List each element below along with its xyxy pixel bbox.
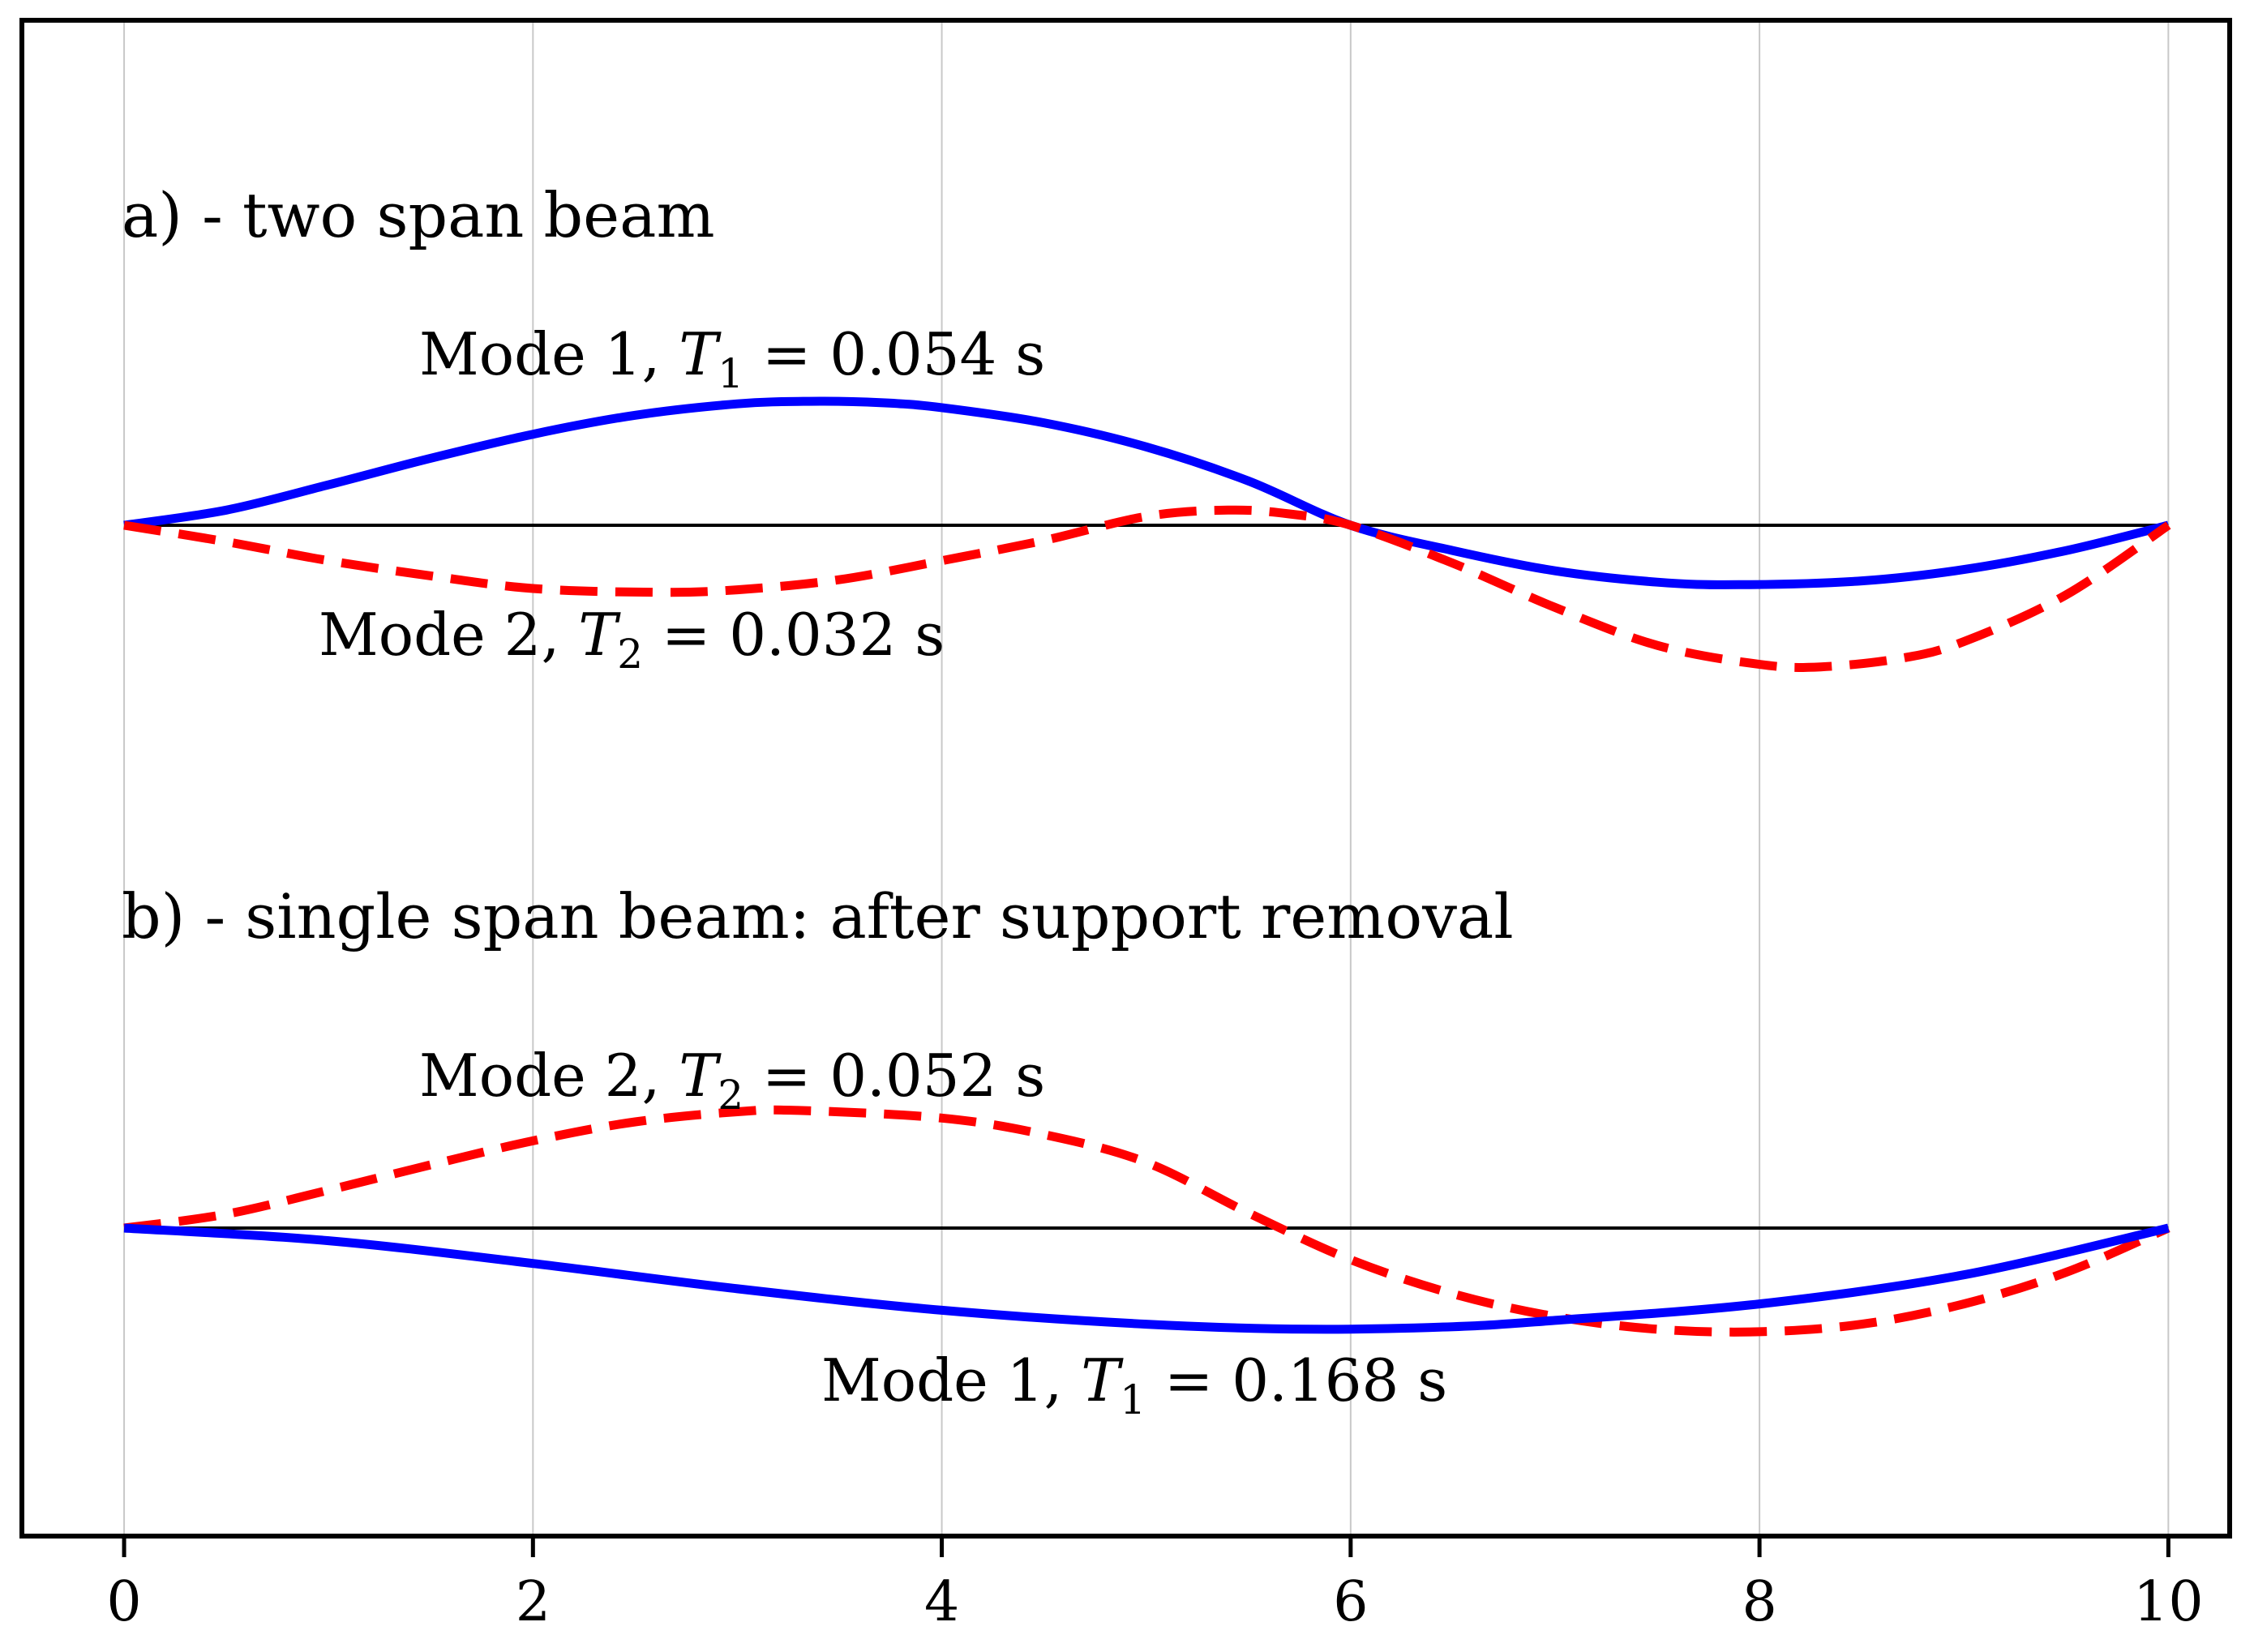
axes-frame — [19, 18, 2232, 1539]
x-tick-label-2: 2 — [516, 1570, 551, 1634]
panel-a-mode-1-line — [123, 396, 2170, 589]
panel-b-mode-1-label: Mode 1, T1 = 0.168 s — [821, 1346, 1447, 1423]
panel-b-mode-2-line — [123, 1105, 2170, 1337]
panel-b-mode-1-line — [123, 1223, 2170, 1334]
panel-b-mode-2-label: Mode 2, T2 = 0.052 s — [419, 1042, 1045, 1119]
panel-a-title: a) - two span beam — [122, 179, 715, 251]
x-tick-label-8: 8 — [1742, 1570, 1776, 1634]
x-tick-label-4: 4 — [924, 1570, 959, 1634]
series-layer — [123, 396, 2171, 1337]
panel-b-title: b) - single span beam: after support rem… — [122, 880, 1514, 952]
x-axis: 0 2 4 6 8 10 — [106, 1536, 2204, 1634]
panel-a-mode-2-line — [123, 505, 2171, 672]
panel-a-mode-1-label: Mode 1, T1 = 0.054 s — [419, 320, 1045, 397]
grid-lines — [123, 20, 2170, 1536]
x-tick-label-6: 6 — [1333, 1570, 1368, 1634]
x-tick-label-0: 0 — [106, 1570, 141, 1634]
panel-a-mode-2-label: Mode 2, T2 = 0.032 s — [319, 601, 945, 678]
annotation-layer: a) - two span beam Mode 1, T1 = 0.054 s Mo… — [122, 179, 1514, 1423]
x-tick-label-10: 10 — [2133, 1570, 2204, 1634]
